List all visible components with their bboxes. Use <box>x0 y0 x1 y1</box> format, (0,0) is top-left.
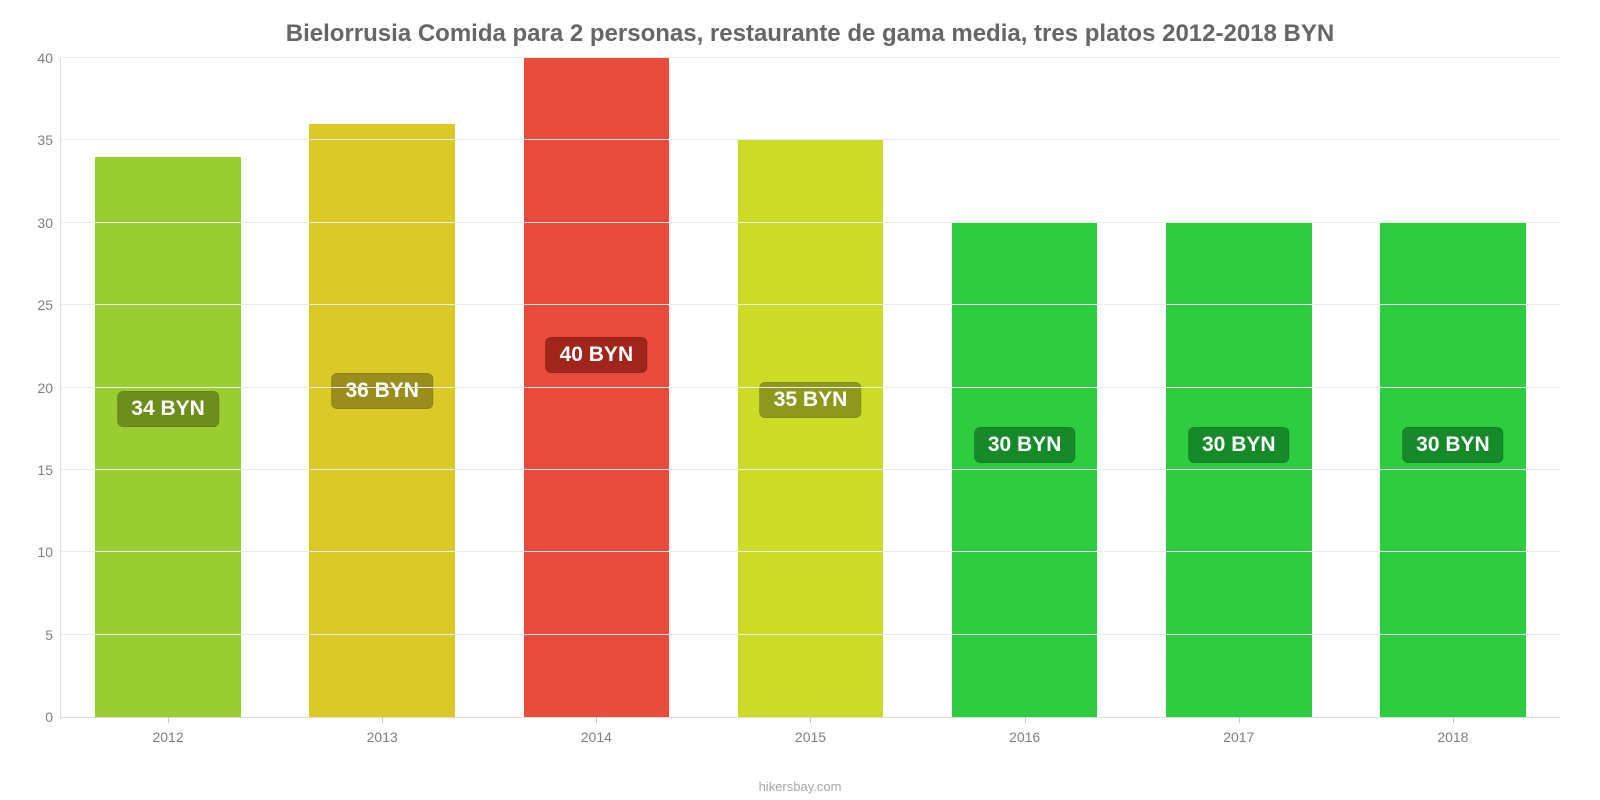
y-tick-label: 5 <box>21 627 53 643</box>
plot-area: 34 BYN201236 BYN201340 BYN201435 BYN2015… <box>60 58 1560 718</box>
x-tick <box>1239 717 1240 723</box>
gridline <box>61 139 1560 140</box>
x-tick-label: 2017 <box>1223 729 1254 745</box>
x-tick-label: 2018 <box>1437 729 1468 745</box>
x-tick <box>1453 717 1454 723</box>
x-tick-label: 2014 <box>581 729 612 745</box>
bar-value-label: 30 BYN <box>1188 427 1290 463</box>
attribution-text: hikersbay.com <box>0 779 1600 794</box>
x-tick <box>168 717 169 723</box>
y-tick-label: 35 <box>21 132 53 148</box>
bar: 30 BYN <box>1166 223 1312 717</box>
bar-value-label: 40 BYN <box>546 337 648 373</box>
x-tick <box>1025 717 1026 723</box>
gridline <box>61 304 1560 305</box>
gridline <box>61 469 1560 470</box>
bar: 36 BYN <box>309 124 455 717</box>
bar-chart: Bielorrusia Comida para 2 personas, rest… <box>0 0 1600 800</box>
bar-slot: 40 BYN2014 <box>489 58 703 717</box>
y-tick-label: 25 <box>21 297 53 313</box>
gridline <box>61 634 1560 635</box>
x-tick <box>382 717 383 723</box>
gridline <box>61 57 1560 58</box>
bar-slot: 36 BYN2013 <box>275 58 489 717</box>
y-tick-label: 10 <box>21 544 53 560</box>
bar-value-label: 30 BYN <box>1402 427 1504 463</box>
bar-value-label: 30 BYN <box>974 427 1076 463</box>
bar-slot: 34 BYN2012 <box>61 58 275 717</box>
gridline <box>61 222 1560 223</box>
bar-slot: 30 BYN2016 <box>918 58 1132 717</box>
x-tick <box>596 717 597 723</box>
bar-value-label: 36 BYN <box>331 373 433 409</box>
bar: 40 BYN <box>524 58 670 717</box>
x-tick-label: 2016 <box>1009 729 1040 745</box>
bars-container: 34 BYN201236 BYN201340 BYN201435 BYN2015… <box>61 58 1560 717</box>
y-tick-label: 0 <box>21 709 53 725</box>
x-tick-label: 2012 <box>152 729 183 745</box>
bar-slot: 30 BYN2017 <box>1132 58 1346 717</box>
y-tick-label: 15 <box>21 462 53 478</box>
y-tick-label: 20 <box>21 380 53 396</box>
gridline <box>61 551 1560 552</box>
y-tick-label: 40 <box>21 50 53 66</box>
gridline <box>61 387 1560 388</box>
bar: 35 BYN <box>738 140 884 717</box>
y-tick-label: 30 <box>21 215 53 231</box>
bar-slot: 35 BYN2015 <box>703 58 917 717</box>
bar-slot: 30 BYN2018 <box>1346 58 1560 717</box>
x-tick-label: 2013 <box>367 729 398 745</box>
bar: 30 BYN <box>952 223 1098 717</box>
bar: 30 BYN <box>1380 223 1526 717</box>
chart-title: Bielorrusia Comida para 2 personas, rest… <box>60 20 1560 48</box>
bar-value-label: 34 BYN <box>117 391 219 427</box>
x-tick-label: 2015 <box>795 729 826 745</box>
x-tick <box>810 717 811 723</box>
